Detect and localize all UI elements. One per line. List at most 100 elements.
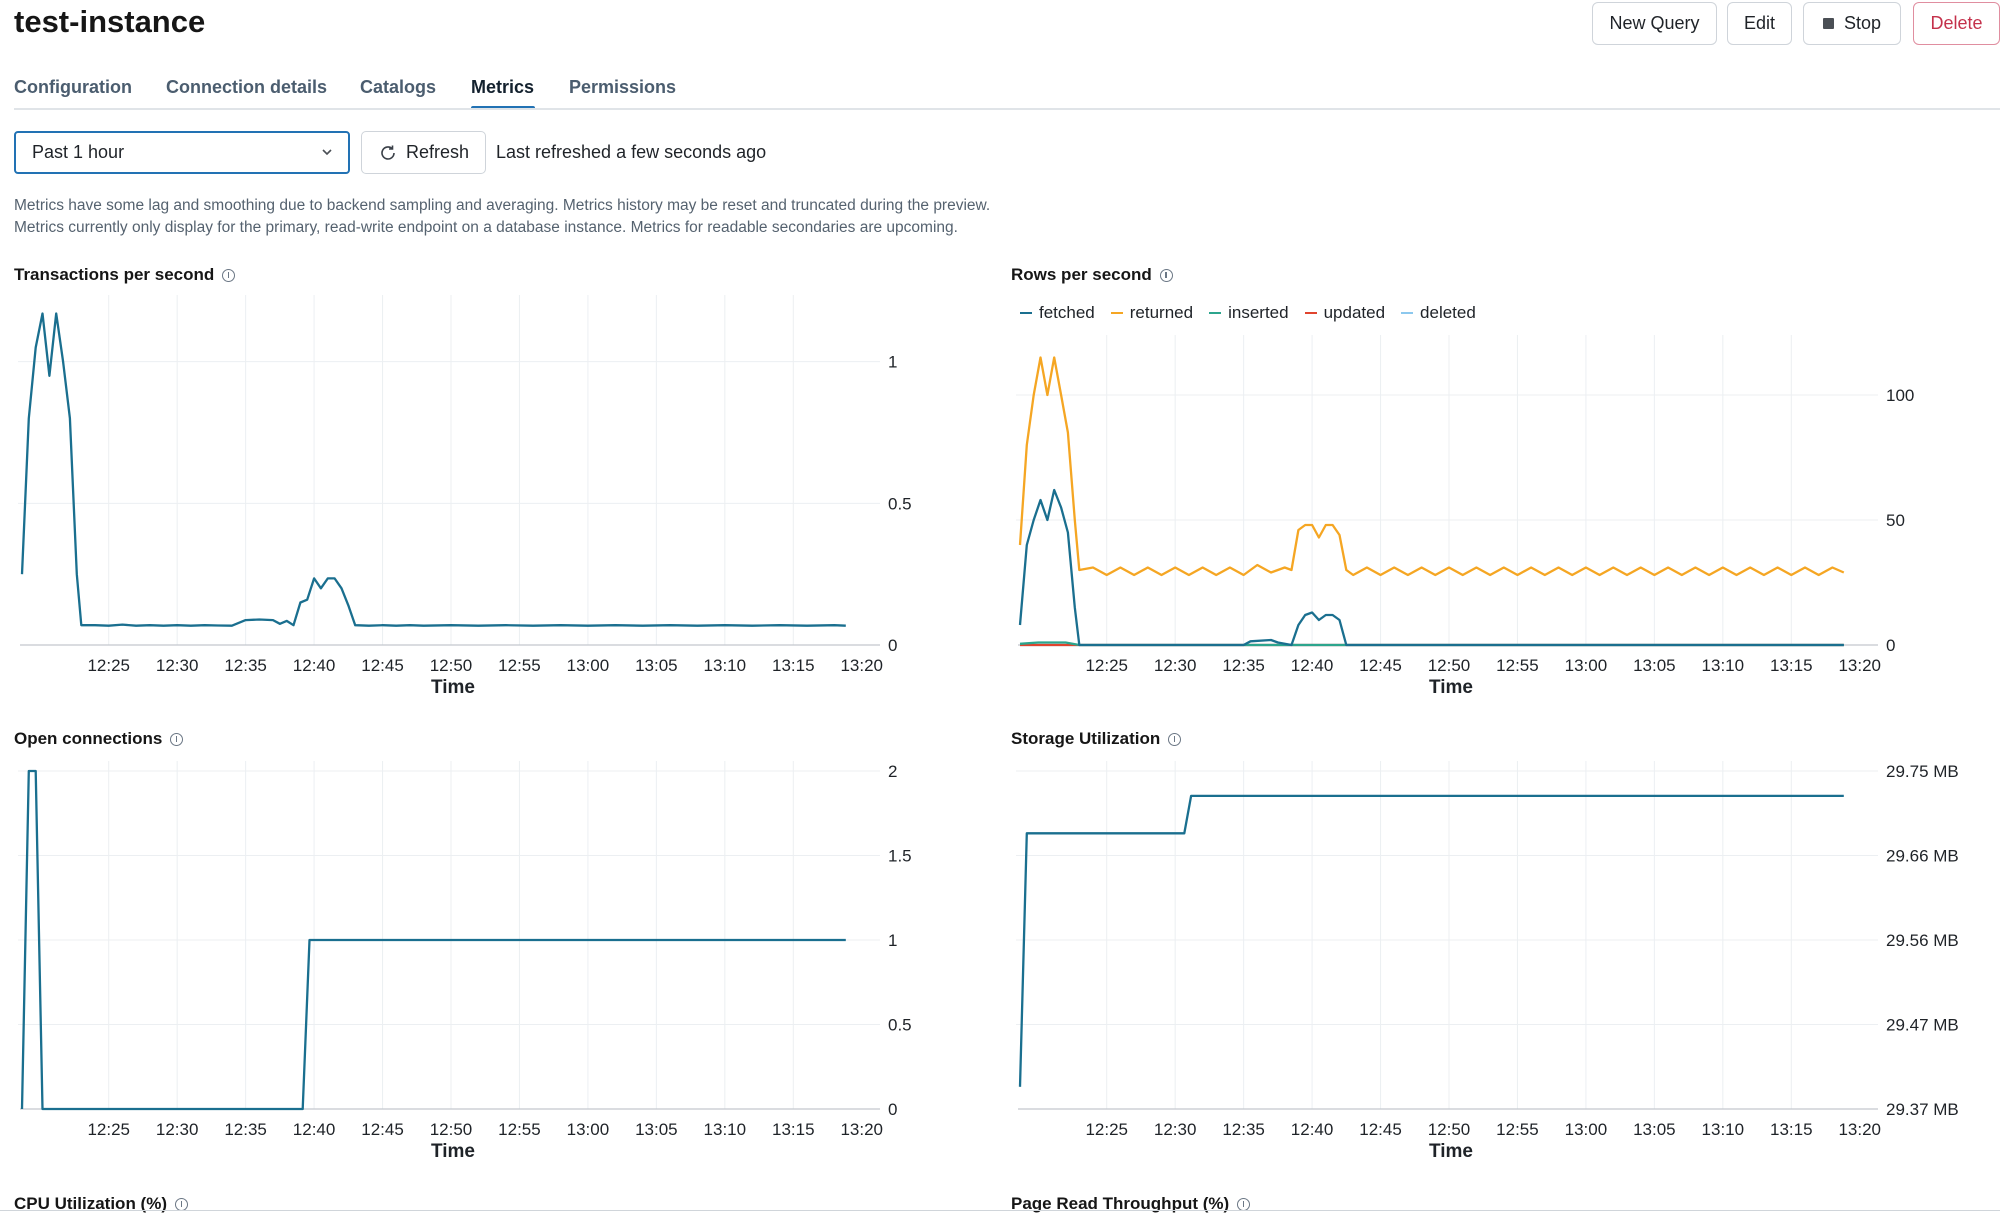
rows-chart-legend: fetched returned inserted updated delete…	[1020, 303, 1476, 323]
info-icon[interactable]	[1237, 1197, 1251, 1211]
series-line-inserted	[1019, 641, 1844, 647]
x-tick-label: 12:35	[224, 1120, 267, 1139]
last-refreshed-text: Last refreshed a few seconds ago	[496, 142, 767, 162]
tab-permissions[interactable]: Permissions	[569, 77, 677, 97]
x-tick-label: 12:25	[1085, 656, 1128, 675]
legend-label: returned	[1129, 303, 1194, 322]
x-tick-label: 13:05	[1633, 1120, 1676, 1139]
info-icon[interactable]	[175, 1197, 188, 1211]
tab-metrics[interactable]: Metrics	[471, 77, 535, 97]
page-title: test-instance	[14, 4, 206, 39]
x-tick-label: 13:00	[1565, 656, 1608, 675]
new-query-button[interactable]: New Query	[1592, 2, 1717, 45]
y-tick-label: 29.75 MB	[1886, 762, 1959, 781]
x-tick-label: 12:55	[498, 1120, 541, 1139]
x-tick-label: 12:50	[430, 1120, 473, 1139]
legend-label: deleted	[1420, 303, 1476, 322]
stop-icon	[1822, 18, 1834, 29]
series-line-storage	[1018, 794, 1844, 1087]
legend-item-updated[interactable]: updated	[1304, 303, 1385, 323]
tab-connection-details[interactable]: Connection details	[166, 77, 328, 97]
legend-item-fetched[interactable]: fetched	[1020, 303, 1095, 323]
y-tick-label: 0.5	[888, 494, 912, 513]
delete-button[interactable]: Delete	[1913, 2, 2000, 45]
y-tick-label: 100	[1886, 386, 1914, 405]
x-tick-label: 12:45	[1359, 1120, 1402, 1139]
x-axis-title: Time	[431, 1141, 475, 1162]
stop-button[interactable]: Stop	[1803, 2, 1901, 45]
x-tick-label: 12:30	[1154, 1120, 1197, 1139]
y-tick-label: 1	[888, 353, 897, 372]
legend-swatch	[1401, 312, 1414, 314]
x-tick-label: 12:35	[224, 656, 267, 675]
edit-button[interactable]: Edit	[1727, 2, 1792, 45]
time-range-value: Past 1 hour	[32, 142, 125, 162]
x-tick-label: 12:40	[293, 1120, 336, 1139]
x-axis-title: Time	[1429, 1141, 1473, 1162]
series-line-tps	[20, 312, 846, 627]
y-tick-label: 0	[888, 636, 897, 655]
x-tick-label: 12:45	[361, 656, 404, 675]
x-tick-label: 13:15	[772, 1120, 815, 1139]
x-tick-label: 13:05	[1633, 656, 1676, 675]
y-tick-label: 29.37 MB	[1886, 1100, 1959, 1119]
x-tick-label: 12:40	[1291, 656, 1334, 675]
time-range-select[interactable]: Past 1 hour	[14, 131, 350, 174]
x-tick-label: 13:00	[567, 1120, 610, 1139]
x-tick-label: 12:25	[87, 656, 130, 675]
cpu-title-text: CPU Utilization (%)	[14, 1194, 167, 1213]
x-tick-label: 12:50	[1428, 1120, 1471, 1139]
chevron-down-icon	[322, 149, 332, 156]
info-icon[interactable]	[1159, 268, 1173, 282]
metrics-notice-line-1: Metrics have some lag and smoothing due …	[14, 197, 991, 214]
edit-label: Edit	[1743, 13, 1776, 33]
series-line-conns	[20, 769, 846, 1111]
x-axis-title: Time	[431, 677, 475, 698]
x-tick-label: 13:15	[1770, 656, 1813, 675]
header-actions: New Query Edit Stop Delete	[0, 2, 2000, 46]
series-line-fetched	[1018, 488, 1844, 647]
legend-label: fetched	[1039, 303, 1095, 322]
legend-swatch	[1209, 312, 1222, 314]
section-divider	[0, 1210, 2000, 1211]
info-icon[interactable]	[1168, 732, 1182, 746]
x-tick-label: 12:30	[156, 1120, 199, 1139]
y-tick-label: 29.47 MB	[1886, 1016, 1959, 1035]
x-tick-label: 12:45	[361, 1120, 404, 1139]
series-line-returned	[1018, 356, 1845, 577]
tab-configuration[interactable]: Configuration	[14, 77, 132, 97]
rows-chart-title: Rows per second	[1011, 265, 1173, 285]
x-tick-label: 13:10	[704, 1120, 747, 1139]
x-tick-label: 12:35	[1222, 1120, 1265, 1139]
x-tick-label: 13:05	[635, 1120, 678, 1139]
tps-chart-title: Transactions per second	[14, 265, 236, 285]
refresh-button[interactable]: Refresh	[361, 131, 486, 174]
info-icon[interactable]	[170, 732, 184, 746]
x-tick-label: 13:15	[772, 656, 815, 675]
metrics-notice-line-2: Metrics currently only display for the p…	[14, 219, 958, 236]
y-tick-label: 2	[888, 762, 897, 781]
x-tick-label: 12:50	[1428, 656, 1471, 675]
tab-catalogs[interactable]: Catalogs	[360, 77, 437, 97]
rows-title-text: Rows per second	[1011, 265, 1152, 284]
x-tick-label: 12:25	[1085, 1120, 1128, 1139]
page-read-chart-title: Page Read Throughput (%)	[1011, 1194, 1251, 1214]
page-read-title-text: Page Read Throughput (%)	[1011, 1194, 1230, 1213]
y-tick-label: 0	[1886, 636, 1895, 655]
x-tick-label: 13:20	[840, 656, 883, 675]
legend-item-deleted[interactable]: deleted	[1401, 303, 1476, 323]
x-tick-label: 13:05	[635, 656, 678, 675]
info-icon[interactable]	[222, 268, 236, 282]
storage-chart-title: Storage Utilization	[1011, 729, 1182, 749]
legend-item-returned[interactable]: returned	[1110, 303, 1194, 323]
x-tick-label: 12:30	[1154, 656, 1197, 675]
new-query-label: New Query	[1609, 13, 1700, 33]
x-tick-label: 12:25	[87, 1120, 130, 1139]
y-tick-label: 0	[888, 1100, 897, 1119]
y-tick-label: 29.66 MB	[1886, 847, 1959, 866]
legend-item-inserted[interactable]: inserted	[1209, 303, 1289, 323]
x-tick-label: 12:55	[1496, 1120, 1539, 1139]
